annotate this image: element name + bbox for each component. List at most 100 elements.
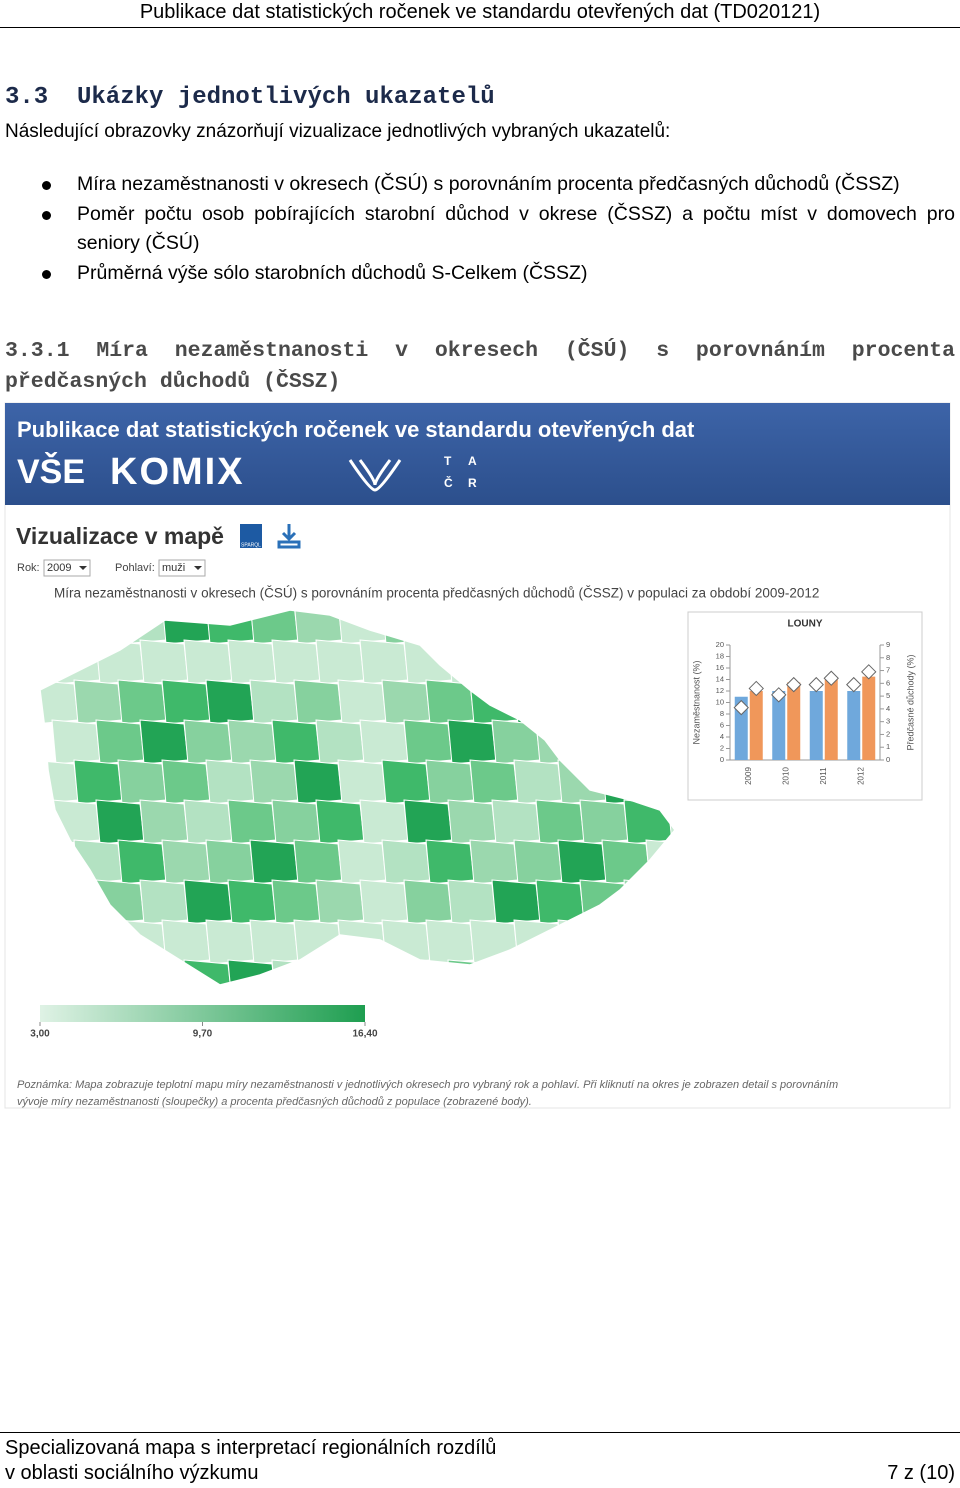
district — [227, 879, 277, 925]
district — [139, 719, 189, 765]
sparql-icon[interactable] — [240, 524, 262, 548]
district — [117, 839, 167, 885]
logo-letter: A — [468, 454, 477, 468]
district — [271, 799, 321, 845]
y2-tick-label: 0 — [886, 755, 890, 764]
y-tick-label: 18 — [716, 651, 724, 660]
scale-ticks: 3,00 9,70 16,40 — [30, 1022, 378, 1040]
section-title: Ukázky jednotlivých ukazatelů — [77, 84, 495, 111]
bullet: Poměr počtu osob pobírajících starobní d… — [0, 200, 955, 259]
banner-title: Publikace dat statistických ročenek ve s… — [17, 417, 695, 442]
bar — [734, 696, 748, 760]
district — [337, 679, 387, 725]
district — [491, 799, 541, 845]
y-tick-label: 4 — [720, 732, 724, 741]
x-tick-label: 2011 — [819, 767, 828, 785]
y-tick-label: 10 — [716, 697, 724, 706]
y-tick-label: 12 — [716, 686, 724, 695]
y2-tick-label: 8 — [886, 653, 890, 662]
diamond-marker — [786, 676, 802, 693]
district — [271, 879, 321, 925]
district — [183, 639, 233, 685]
district — [139, 639, 189, 685]
district — [359, 719, 409, 765]
y-tick-label: 20 — [716, 640, 724, 649]
filter-value: muži — [162, 562, 185, 574]
running-header: Publikace dat statistických ročenek ve s… — [139, 1, 821, 23]
district — [513, 839, 563, 885]
y-axis-label: Nezaměstnanost (%) — [691, 660, 701, 744]
subsection-number: 3.3.1 — [5, 339, 70, 363]
district — [271, 639, 321, 685]
y2-tick-label: 9 — [886, 640, 890, 649]
note-line: vývoje míry nezaměstnanosti (sloupečky) … — [17, 1096, 532, 1108]
district — [249, 839, 299, 885]
district — [293, 679, 343, 725]
footer-line: v oblasti sociálního výzkumu — [5, 1462, 259, 1484]
diamond-marker — [748, 680, 764, 697]
filter-value: 2009 — [47, 562, 71, 574]
y-tick-label: 16 — [716, 663, 724, 672]
bar — [749, 691, 763, 760]
section-heading: 3.3 Ukázky jednotlivých ukazatelů — [5, 84, 495, 111]
district — [73, 759, 123, 805]
y2-tick-label: 1 — [886, 742, 890, 751]
district — [535, 799, 585, 845]
district — [271, 719, 321, 765]
district — [425, 759, 475, 805]
y2-tick-label: 4 — [886, 704, 890, 713]
y2-tick-label: 3 — [886, 717, 890, 726]
district — [95, 719, 145, 765]
district — [73, 679, 123, 725]
district — [425, 839, 475, 885]
bullet-list: Míra nezaměstnanosti v okresech (ČSÚ) s … — [0, 170, 955, 288]
viz-heading: Vizualizace v mapě — [16, 523, 224, 549]
subsection-heading: 3.3.1 Míra nezaměstnanosti v okresech (Č… — [5, 336, 955, 398]
y2-tick-label: 2 — [886, 729, 890, 738]
scale-bar — [40, 1005, 365, 1022]
district — [139, 799, 189, 845]
tacr-logo — [348, 459, 402, 492]
logo-komix: KOMIX — [110, 451, 245, 493]
district — [403, 799, 453, 845]
bar — [824, 679, 838, 760]
district — [315, 639, 365, 685]
logo-vse: VŠE — [17, 452, 85, 491]
x-tick-label: 2012 — [856, 767, 865, 785]
logo-letter: T — [444, 454, 452, 468]
district — [205, 759, 255, 805]
district — [469, 759, 519, 805]
district — [249, 919, 299, 965]
district — [337, 839, 387, 885]
diamond-marker — [771, 687, 787, 703]
y2-axis-label: Předčasné důchody (%) — [905, 654, 915, 750]
y-tick-label: 0 — [720, 755, 724, 764]
y2-tick-label: 6 — [886, 678, 890, 687]
district — [337, 759, 387, 805]
district — [161, 679, 211, 725]
district — [227, 719, 277, 765]
filter-select[interactable] — [158, 559, 206, 577]
district — [183, 879, 233, 925]
district — [667, 799, 675, 845]
detail-panel — [687, 611, 923, 801]
diamond-marker — [808, 676, 824, 693]
bullet: Průměrná výše sólo starobních důchodů S-… — [0, 259, 955, 289]
note-line: Poznámka: Mapa zobrazuje teplotní mapu m… — [17, 1079, 838, 1091]
y2-tick-label: 5 — [886, 691, 890, 700]
district — [381, 759, 431, 805]
district — [315, 879, 365, 925]
district — [117, 759, 167, 805]
detail-chart: LOUNY Nezaměstnanost (%) Předčasné důchody… — [691, 619, 915, 785]
district — [447, 879, 497, 925]
district — [183, 719, 233, 765]
filter-select[interactable] — [43, 559, 91, 577]
district — [161, 759, 211, 805]
filter-label: Pohlaví: — [115, 562, 155, 574]
download-icon[interactable] — [277, 524, 301, 549]
district — [425, 919, 475, 965]
y-tick-label: 8 — [720, 709, 724, 718]
bar — [862, 676, 876, 760]
logo-letter: Č — [444, 475, 453, 490]
